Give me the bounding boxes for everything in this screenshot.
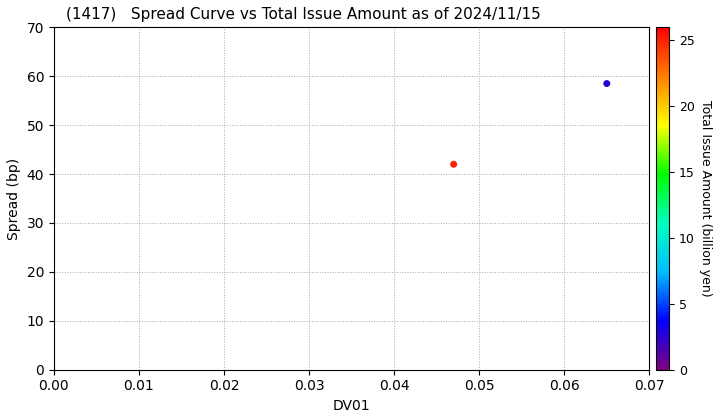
Point [601,80,613,87]
X-axis label: DV01: DV01 [333,399,370,413]
Y-axis label: Total Issue Amount (billion yen): Total Issue Amount (billion yen) [698,100,711,297]
Point [448,161,459,168]
Y-axis label: Spread (bp): Spread (bp) [7,158,21,239]
Text: (1417)   Spread Curve vs Total Issue Amount as of 2024/11/15: (1417) Spread Curve vs Total Issue Amoun… [66,7,541,22]
